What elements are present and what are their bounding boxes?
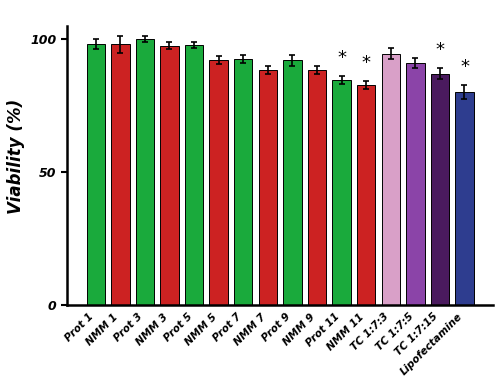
Text: *: *: [337, 49, 346, 67]
Bar: [136, 39, 154, 305]
Bar: [86, 44, 105, 305]
Bar: [185, 45, 204, 305]
Y-axis label: Viability (%): Viability (%): [7, 98, 25, 214]
Bar: [160, 46, 178, 305]
Bar: [210, 60, 228, 305]
Bar: [283, 60, 302, 305]
Bar: [234, 59, 252, 305]
Bar: [456, 92, 473, 305]
Text: *: *: [436, 41, 444, 59]
Bar: [382, 53, 400, 305]
Bar: [357, 86, 376, 305]
Bar: [406, 63, 424, 305]
Text: *: *: [362, 54, 370, 72]
Bar: [258, 70, 277, 305]
Bar: [332, 80, 351, 305]
Bar: [308, 70, 326, 305]
Bar: [111, 44, 130, 305]
Bar: [430, 73, 449, 305]
Text: *: *: [460, 58, 469, 76]
